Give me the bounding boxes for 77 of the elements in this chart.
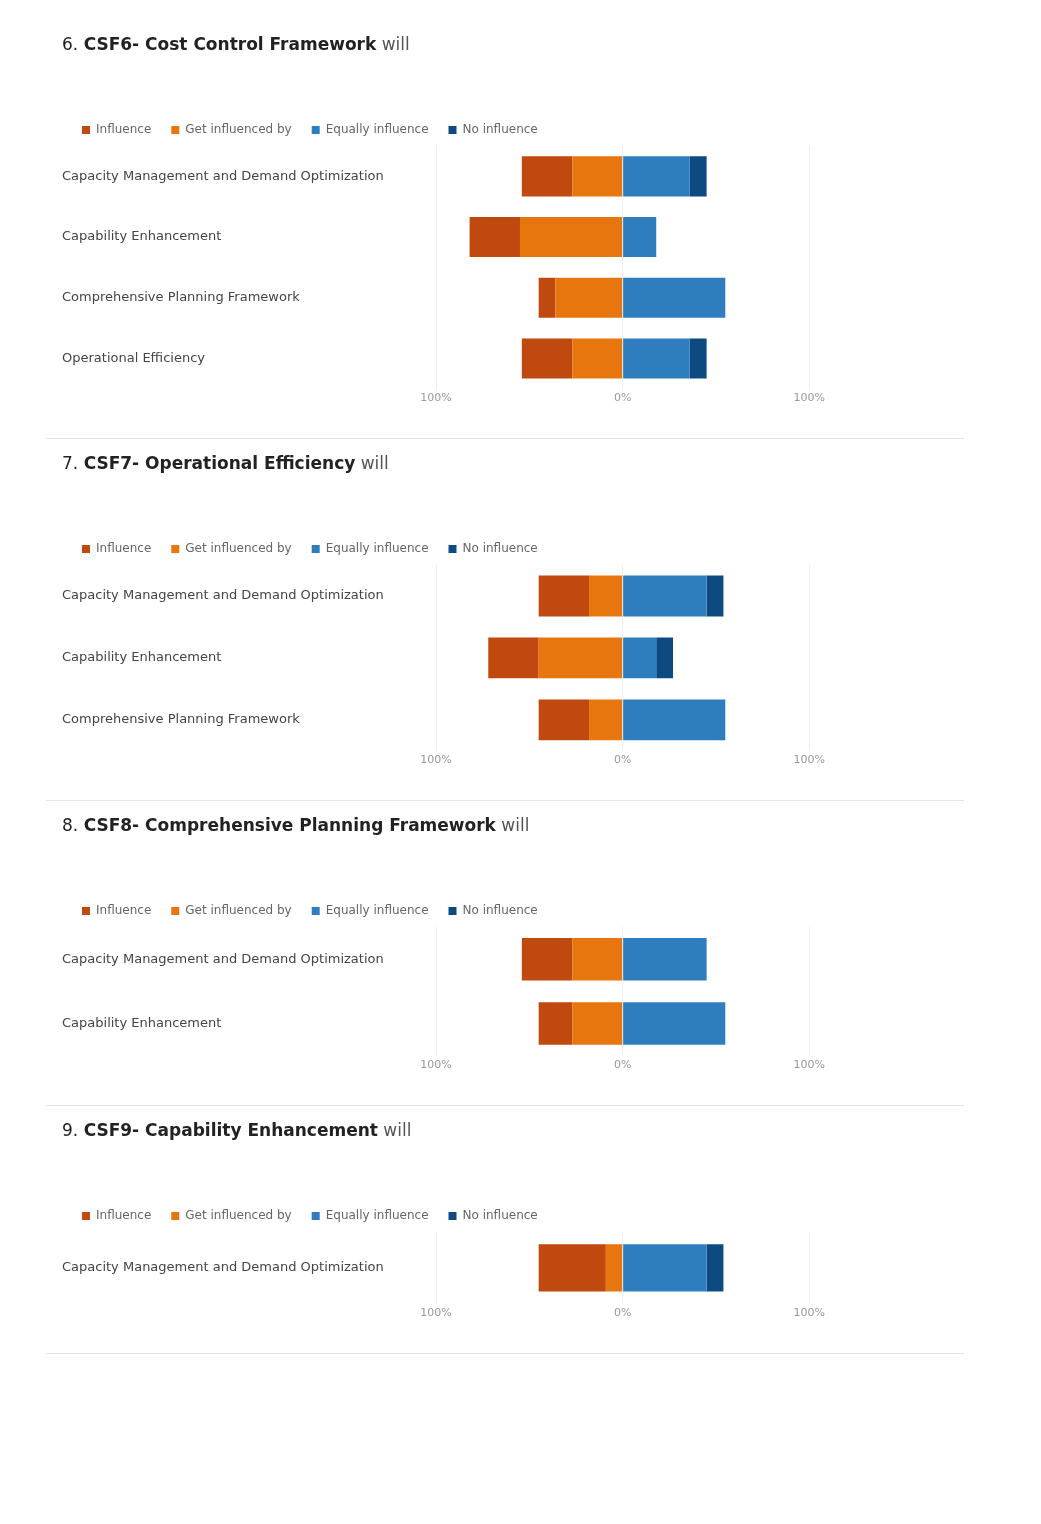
text: 8. CSF8- Comprehensive Planning Framework will (62, 815, 531, 837)
bar (623, 1244, 707, 1292)
bar (572, 338, 623, 379)
y-tick-label: Capability Enhancement (62, 228, 222, 244)
bar (469, 217, 520, 258)
y-tick-label: Comprehensive Planning Framework (62, 289, 301, 305)
legend-label: Influence (96, 122, 152, 137)
bar (605, 1244, 623, 1292)
x-tick-label: 100% (420, 1306, 452, 1320)
bar (623, 217, 657, 258)
bar (623, 937, 707, 981)
bar (623, 637, 657, 679)
x-tick-label: 0% (613, 1058, 632, 1072)
y-tick-label: Capability Enhancement (62, 1014, 222, 1030)
legend-label: Equally influence (325, 903, 429, 918)
bar (572, 1002, 623, 1045)
legend-label: No influence (462, 541, 538, 556)
bar (623, 338, 690, 379)
legend-label: No influence (462, 122, 538, 137)
legend-label: Equally influence (325, 541, 429, 556)
y-tick-label: Capacity Management and Demand Optimization (62, 167, 384, 183)
bar (706, 1244, 724, 1292)
y-tick-label: Capacity Management and Demand Optimization (62, 950, 384, 966)
legend-label: No influence (462, 903, 538, 918)
bar (488, 637, 539, 679)
bar (538, 637, 623, 679)
y-tick-label: Capacity Management and Demand Optimization (62, 587, 384, 603)
x-tick-label: 100% (793, 1058, 825, 1072)
bar (689, 156, 707, 197)
bar (589, 575, 623, 617)
bar (623, 699, 726, 741)
legend-label: Influence (96, 903, 152, 918)
bar (538, 277, 556, 318)
x-tick-label: 0% (613, 391, 632, 405)
y-tick-label: Operational Efficiency (62, 349, 206, 365)
legend-label: Get influenced by (185, 903, 292, 918)
bar (623, 156, 690, 197)
bar (538, 1244, 606, 1292)
bar (521, 156, 573, 197)
text: 6. CSF6- Cost Control Framework will (62, 34, 411, 56)
x-tick-label: 100% (793, 391, 825, 405)
bar (538, 1002, 573, 1045)
bar (572, 937, 623, 981)
bar (519, 217, 623, 258)
bar (623, 1002, 726, 1045)
text: 7. CSF7- Operational Efficiency will (62, 453, 390, 475)
legend-label: Get influenced by (185, 122, 292, 137)
bar (689, 338, 707, 379)
bar (589, 699, 623, 741)
x-tick-label: 100% (420, 391, 452, 405)
legend-label: Influence (96, 1208, 152, 1223)
bar (538, 699, 590, 741)
bar (623, 575, 707, 617)
bar (521, 338, 573, 379)
x-tick-label: 100% (793, 753, 825, 767)
y-tick-label: Comprehensive Planning Framework (62, 711, 301, 727)
y-tick-label: Capacity Management and Demand Optimization (62, 1259, 384, 1275)
bar (623, 277, 726, 318)
text: 9. CSF9- Capability Enhancement will (62, 1120, 413, 1142)
x-tick-label: 100% (420, 1058, 452, 1072)
bar (572, 156, 623, 197)
legend-label: Get influenced by (185, 1208, 292, 1223)
x-tick-label: 0% (613, 753, 632, 767)
legend-label: Influence (96, 541, 152, 556)
x-tick-label: 100% (793, 1306, 825, 1320)
x-tick-label: 100% (420, 753, 452, 767)
bar (706, 575, 724, 617)
legend-label: No influence (462, 1208, 538, 1223)
bar (656, 637, 674, 679)
y-tick-label: Capability Enhancement (62, 649, 222, 665)
bar (521, 937, 573, 981)
legend-label: Equally influence (325, 122, 429, 137)
x-tick-label: 0% (613, 1306, 632, 1320)
bar (538, 575, 590, 617)
legend-label: Get influenced by (185, 541, 292, 556)
bar (555, 277, 623, 318)
legend-label: Equally influence (325, 1208, 429, 1223)
